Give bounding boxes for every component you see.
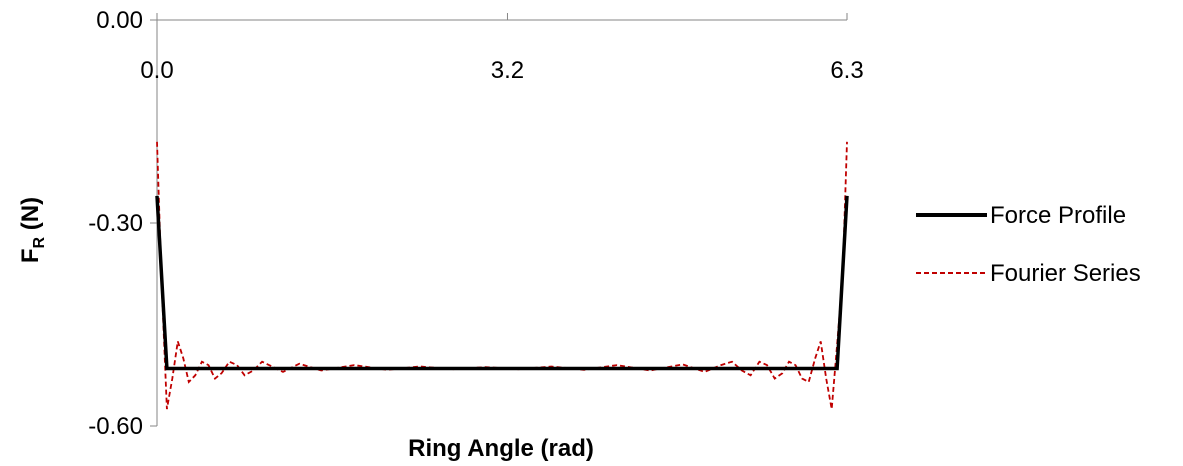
legend: Force Profile Fourier Series xyxy=(916,202,1141,287)
y-tick-label: 0.00 xyxy=(96,7,143,34)
legend-label-force-profile: Force Profile xyxy=(990,202,1126,229)
y-tick-label: -0.30 xyxy=(88,210,143,237)
y-axis-title-rest: (N) xyxy=(17,197,44,237)
y-axis-title-sub: R xyxy=(31,236,48,248)
y-tick-label: -0.60 xyxy=(88,413,143,440)
y-axis-title: FR (N) xyxy=(17,197,48,263)
x-tick-label: 6.3 xyxy=(830,57,863,84)
tick-labels: 0.00 -0.30 -0.60 0.0 3.2 6.3 xyxy=(88,7,863,440)
x-axis-title: Ring Angle (rad) xyxy=(408,435,594,462)
series-layer xyxy=(155,141,849,410)
y-axis-title-main: F xyxy=(17,248,44,263)
x-tick-label: 0.0 xyxy=(140,57,173,84)
series-line-force-profile xyxy=(155,195,849,371)
legend-label-fourier-series: Fourier Series xyxy=(990,260,1141,287)
x-tick-label: 3.2 xyxy=(491,57,524,84)
